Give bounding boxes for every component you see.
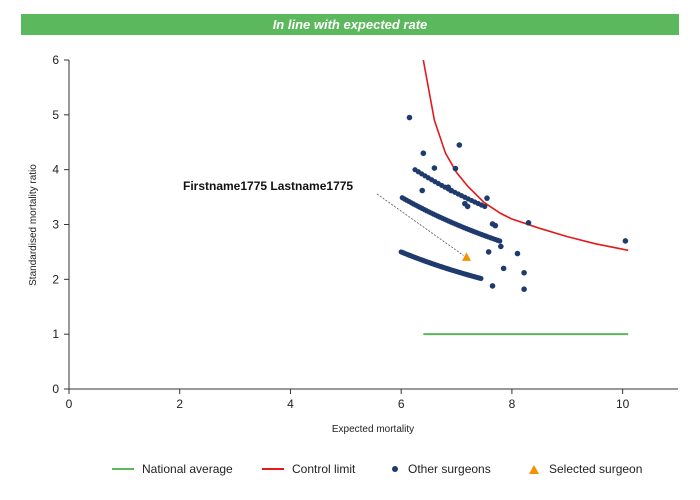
selected-surgeon-swatch bbox=[529, 464, 539, 474]
selected-surgeon-label: Firstname1775 Lastname1775 bbox=[183, 179, 353, 193]
other-surgeon-point bbox=[521, 269, 527, 276]
other-surgeon-point bbox=[492, 222, 499, 229]
y-tick-label: 3 bbox=[52, 218, 59, 232]
other-surgeon-point bbox=[500, 265, 507, 272]
other-surgeon-point bbox=[514, 250, 521, 257]
other-surgeon-point bbox=[521, 286, 527, 293]
x-tick-label: 4 bbox=[287, 397, 294, 411]
legend-label-control-limit: Control limit bbox=[292, 462, 356, 476]
other-surgeon-point bbox=[406, 114, 413, 121]
y-axis-label: Standardised mortality ratio bbox=[28, 164, 39, 286]
x-tick-label: 6 bbox=[398, 397, 405, 411]
legend-label-selected-surgeon: Selected surgeon bbox=[549, 462, 643, 476]
plot-marks bbox=[376, 59, 629, 336]
y-tick-label: 6 bbox=[52, 53, 59, 67]
y-tick-label: 4 bbox=[52, 163, 59, 177]
other-surgeon-point bbox=[622, 238, 629, 244]
legend-label-other-surgeons: Other surgeons bbox=[408, 462, 491, 476]
x-tick-label: 8 bbox=[509, 397, 516, 411]
other-surgeon-point bbox=[485, 249, 492, 255]
selected-surgeon-point bbox=[462, 252, 472, 261]
other-surgeon-point bbox=[497, 238, 503, 244]
other-surgeon-point bbox=[419, 187, 426, 194]
y-tick-label: 1 bbox=[52, 327, 59, 341]
other-surgeon-point bbox=[448, 187, 454, 194]
x-axis-label: Expected mortality bbox=[332, 424, 414, 435]
other-surgeon-point bbox=[420, 150, 427, 157]
y-tick-label: 2 bbox=[52, 272, 59, 286]
national-average-swatch bbox=[112, 468, 134, 470]
other-surgeon-point bbox=[464, 203, 471, 210]
legend-item-control-limit: Control limit bbox=[262, 461, 355, 477]
x-tick-label: 2 bbox=[176, 397, 183, 411]
other-surgeons-swatch bbox=[392, 466, 398, 472]
x-tick-label: 0 bbox=[66, 397, 73, 411]
other-surgeon-point bbox=[431, 165, 438, 171]
y-tick-label: 5 bbox=[52, 108, 59, 122]
axes: 0 2 4 6 8 10 0 1 2 3 4 5 6 bbox=[52, 53, 678, 411]
other-surgeon-point bbox=[456, 142, 463, 148]
legend-item-selected-surgeon: Selected surgeon bbox=[526, 461, 642, 477]
y-tick-label: 0 bbox=[52, 382, 59, 396]
other-surgeon-point bbox=[452, 165, 459, 172]
other-surgeon-point bbox=[484, 195, 490, 201]
other-surgeon-point bbox=[525, 220, 532, 226]
result-banner: In line with expected rate bbox=[21, 14, 679, 35]
other-surgeon-point bbox=[489, 283, 496, 289]
other-surgeon-point bbox=[478, 275, 484, 282]
other-surgeon-point bbox=[482, 203, 488, 210]
legend-item-national-average: National average bbox=[112, 461, 233, 477]
funnel-plot: 0 2 4 6 8 10 0 1 2 3 4 5 6 Expected mortality Standa… bbox=[28, 53, 678, 435]
x-tick-label: 10 bbox=[616, 397, 630, 411]
control-limit-curve bbox=[422, 59, 629, 252]
legend: National average Control limit Other sur… bbox=[0, 458, 700, 480]
control-limit-swatch bbox=[262, 468, 284, 470]
legend-label-national-average: National average bbox=[142, 462, 233, 476]
selected-surgeon-leader-line bbox=[376, 193, 464, 256]
legend-item-other-surgeons: Other surgeons bbox=[388, 461, 491, 477]
other-surgeon-point bbox=[498, 243, 504, 250]
